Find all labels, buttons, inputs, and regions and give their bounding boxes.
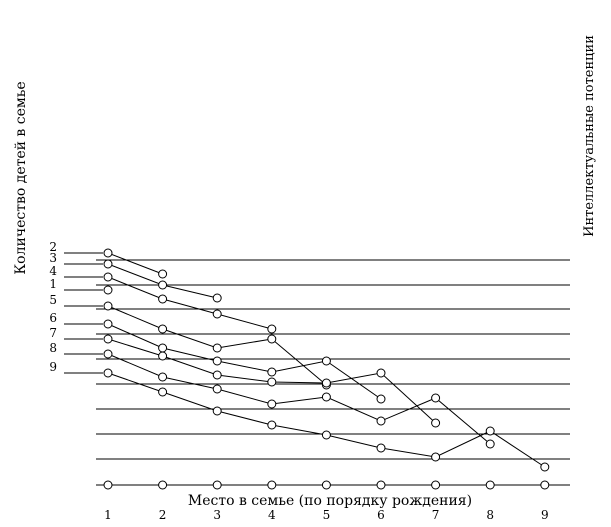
- data-point: [158, 351, 168, 361]
- data-point: [158, 294, 168, 304]
- data-point: [321, 430, 331, 440]
- data-point: [376, 443, 386, 453]
- series-label-1: 1: [49, 277, 57, 291]
- data-point: [267, 324, 277, 334]
- series-label-9: 9: [49, 360, 57, 374]
- data-point: [376, 394, 386, 404]
- series-label-2: 2: [49, 240, 57, 254]
- series-label-8: 8: [49, 341, 57, 355]
- x-tick-label: 6: [377, 508, 385, 522]
- x-tick-labels: 1 2 3 4 5 6 7 8 9: [104, 508, 548, 522]
- data-point: [212, 309, 222, 319]
- series-label-3: 3: [49, 251, 57, 265]
- baseline-point: [158, 480, 168, 490]
- baseline-point: [485, 480, 495, 490]
- data-point: [212, 356, 222, 366]
- baseline-point: [321, 480, 331, 490]
- data-point: [267, 399, 277, 409]
- data-point: [103, 349, 113, 359]
- data-point: [212, 406, 222, 416]
- data-point: [485, 439, 495, 449]
- data-point: [267, 367, 277, 377]
- data-point: [158, 372, 168, 382]
- x-tick-label: 8: [486, 508, 494, 522]
- data-point: [212, 343, 222, 353]
- series-label-6: 6: [49, 311, 57, 325]
- y-axis-title-right: Интеллектуальные потенции: [582, 35, 597, 237]
- data-point: [103, 334, 113, 344]
- data-point: [321, 378, 331, 388]
- baseline-point: [376, 480, 386, 490]
- x-tick-label: 5: [323, 508, 331, 522]
- point-markers: [103, 248, 550, 490]
- data-point: [103, 259, 113, 269]
- baseline-point: [540, 480, 550, 490]
- data-point: [212, 370, 222, 380]
- x-tick-label: 2: [159, 508, 167, 522]
- data-point: [540, 462, 550, 472]
- data-point: [212, 384, 222, 394]
- x-axis-title: Место в семье (по порядку рождения): [188, 493, 472, 509]
- data-point: [431, 452, 441, 462]
- data-point: [103, 301, 113, 311]
- baseline-point: [267, 480, 277, 490]
- grid-lines: [96, 259, 570, 486]
- series-label-4: 4: [49, 264, 57, 278]
- data-point: [158, 269, 168, 279]
- data-point: [267, 420, 277, 430]
- series-line-6: [107, 323, 382, 400]
- series-labels: 1 234 5 678 9: [49, 240, 57, 374]
- x-tick-label: 1: [104, 508, 112, 522]
- data-point: [103, 319, 113, 329]
- data-point: [485, 426, 495, 436]
- data-point: [103, 272, 113, 282]
- data-point: [158, 280, 168, 290]
- data-point: [321, 392, 331, 402]
- data-point: [212, 293, 222, 303]
- data-point: [431, 393, 441, 403]
- series-label-7: 7: [49, 326, 57, 340]
- x-tick-label: 3: [213, 508, 221, 522]
- data-point: [431, 418, 441, 428]
- data-point: [321, 356, 331, 366]
- data-point: [376, 416, 386, 426]
- data-point: [103, 368, 113, 378]
- data-point: [103, 285, 113, 295]
- x-tick-label: 9: [541, 508, 549, 522]
- data-point: [158, 324, 168, 334]
- data-point: [103, 248, 113, 258]
- y-axis-title-left: Количество детей в семье: [13, 81, 29, 274]
- x-tick-label: 4: [268, 508, 276, 522]
- data-point: [376, 368, 386, 378]
- series-line-2: [107, 252, 163, 275]
- baseline-point: [431, 480, 441, 490]
- series-label-5: 5: [49, 293, 57, 307]
- data-point: [267, 334, 277, 344]
- x-tick-label: 7: [432, 508, 440, 522]
- data-point: [267, 377, 277, 387]
- data-point: [158, 387, 168, 397]
- baseline-point: [212, 480, 222, 490]
- series-line-4: [107, 276, 272, 330]
- baseline-point: [103, 480, 113, 490]
- data-point: [158, 343, 168, 353]
- series-line-8: [107, 353, 491, 445]
